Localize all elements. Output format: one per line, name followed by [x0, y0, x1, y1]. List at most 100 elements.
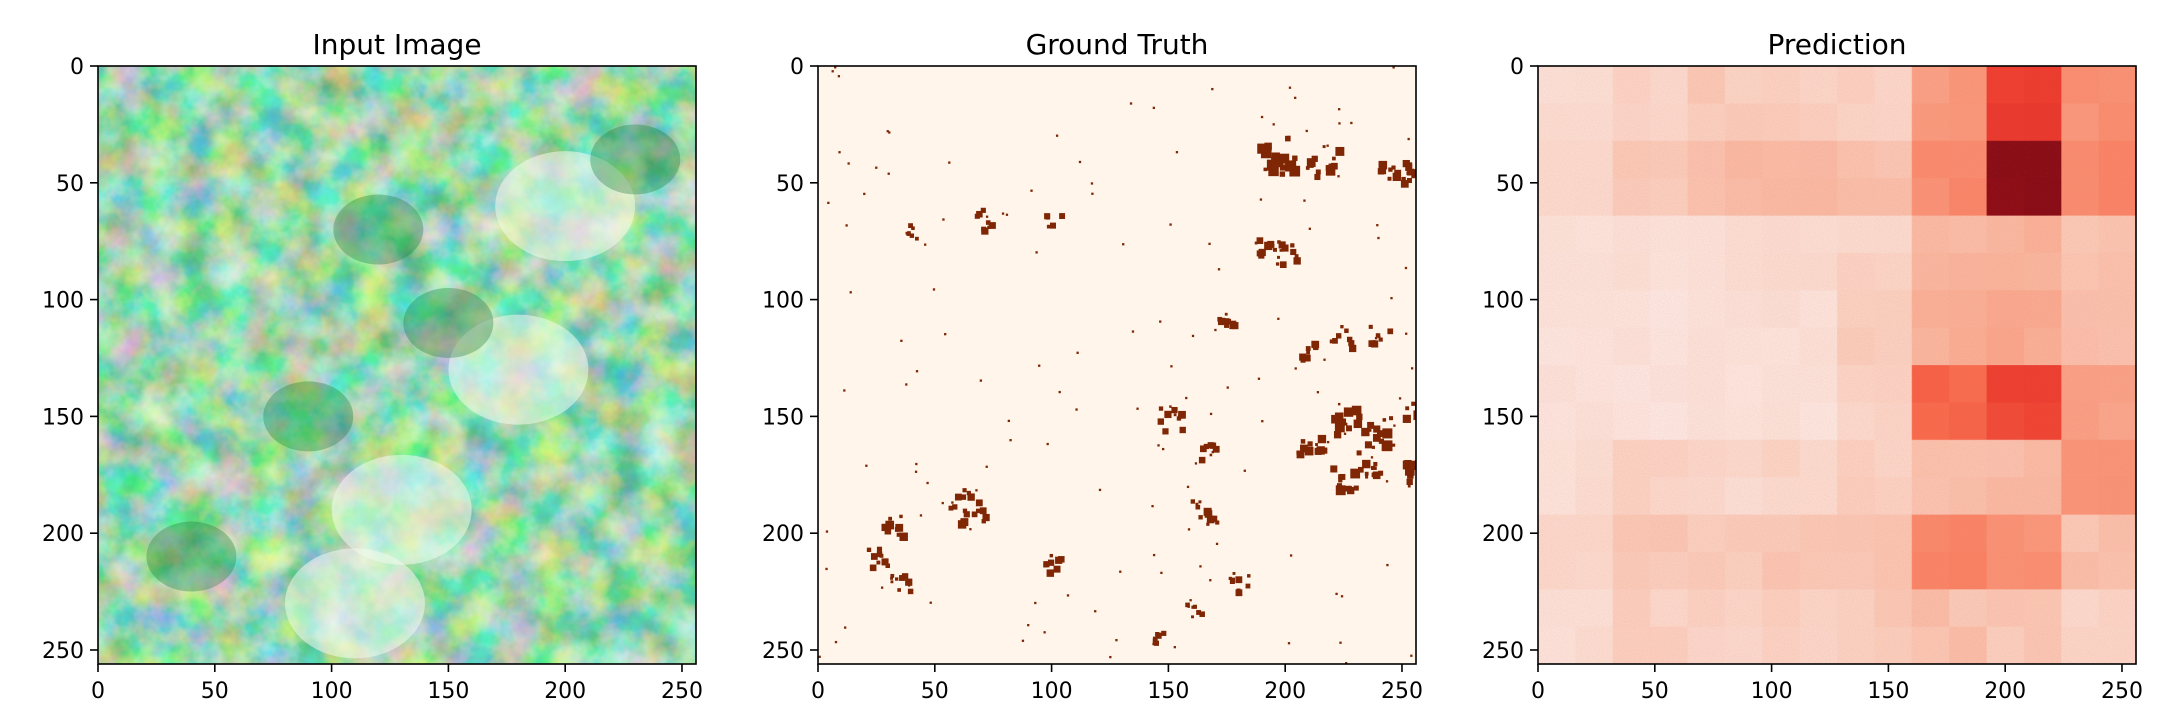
- burn-pixel: [1279, 171, 1286, 177]
- burn-pixel: [1368, 428, 1372, 432]
- burn-pixel: [1332, 337, 1338, 344]
- y-tick-label: 200: [762, 522, 804, 547]
- burn-pixel: [1277, 317, 1280, 320]
- burn-pixel: [1314, 173, 1321, 181]
- burn-pixel: [905, 383, 908, 386]
- x-tick-label: 100: [1031, 679, 1073, 704]
- burn-pixel: [962, 488, 967, 493]
- y-tick-label: 50: [1496, 172, 1524, 197]
- burn-pixel: [1046, 442, 1049, 446]
- burn-pixel: [1122, 243, 1125, 246]
- burn-pixel: [1376, 430, 1384, 437]
- burn-pixel: [985, 465, 988, 468]
- burn-pixel: [1370, 465, 1376, 470]
- burn-pixel: [1152, 553, 1156, 557]
- x-tick-label: 200: [1984, 679, 2026, 704]
- x-tick-label: 0: [91, 679, 105, 704]
- burn-pixel: [843, 389, 846, 392]
- burn-pixel: [1338, 108, 1341, 111]
- burn-pixel: [884, 527, 892, 535]
- burn-pixel: [1046, 225, 1051, 229]
- burn-pixel: [1296, 450, 1301, 455]
- burn-pixel: [1392, 172, 1401, 182]
- burn-pixel: [1206, 515, 1215, 524]
- burn-pixel: [1398, 397, 1402, 400]
- burn-pixel: [1418, 394, 1423, 399]
- burn-pixel: [1419, 401, 1422, 404]
- burn-pixel: [1195, 502, 1199, 506]
- burn-pixel: [1232, 571, 1236, 575]
- burn-pixel: [932, 288, 936, 291]
- burn-pixel: [1289, 554, 1293, 557]
- y-tick-label: 0: [70, 55, 84, 80]
- panel-1: Input Image 0 50 100 150 200 250 0 50 100 150 200 25…: [42, 28, 703, 704]
- burn-pixel: [1254, 241, 1258, 245]
- x-tick-label: 250: [2101, 679, 2143, 704]
- burn-pixel: [866, 547, 872, 553]
- burn-pixel: [1339, 641, 1342, 644]
- burn-pixel: [1208, 242, 1211, 246]
- burn-pixel: [1207, 442, 1214, 449]
- dark-region: [263, 381, 354, 452]
- burn-pixel: [975, 508, 981, 514]
- y-tick-label: 150: [1482, 405, 1524, 430]
- burn-pixel: [941, 501, 944, 505]
- burn-pixel: [1279, 261, 1287, 269]
- burn-pixel: [1343, 432, 1347, 435]
- burn-pixel: [1364, 471, 1369, 476]
- burn-pixel: [1287, 642, 1291, 645]
- burn-pixel: [1059, 213, 1066, 219]
- burn-pixel: [915, 462, 918, 466]
- burn-pixel: [1043, 561, 1050, 568]
- burn-pixel: [1279, 249, 1283, 252]
- burn-pixel: [929, 601, 932, 604]
- burn-pixel: [870, 553, 878, 560]
- burn-pixel: [1288, 86, 1292, 89]
- burn-pixel: [1157, 418, 1165, 425]
- burn-pixel: [1336, 483, 1342, 489]
- burn-pixel: [1256, 237, 1264, 244]
- burn-pixel: [1169, 223, 1172, 226]
- burn-pixel: [1152, 106, 1156, 110]
- burn-pixel: [1198, 456, 1206, 464]
- dark-region: [590, 124, 681, 195]
- burn-pixel: [1422, 412, 1429, 419]
- burn-pixel: [1200, 445, 1207, 453]
- burn-pixel: [971, 511, 978, 518]
- panel-2-frame: [817, 65, 1417, 665]
- burn-pixel: [1303, 354, 1311, 362]
- burn-pixel: [1404, 266, 1408, 270]
- burn-pixel: [888, 131, 891, 134]
- burn-pixel: [1382, 428, 1393, 439]
- burn-pixel: [1357, 466, 1364, 473]
- burn-pixel: [1307, 441, 1313, 447]
- burn-pixel: [1365, 475, 1369, 479]
- y-tick-label: 250: [1482, 639, 1524, 664]
- burn-pixel: [1195, 504, 1201, 510]
- panel-2: Ground Truth 0 50 100 150 200 250 0 50 100 150 200 2…: [762, 28, 1433, 704]
- burn-pixel: [1417, 398, 1425, 406]
- burn-pixel: [1404, 459, 1412, 468]
- burn-pixel: [1191, 615, 1194, 619]
- bright-region: [284, 548, 425, 659]
- burn-pixel: [869, 564, 877, 572]
- burn-pixel: [1353, 485, 1359, 491]
- burn-pixel: [1158, 406, 1164, 411]
- burn-pixel: [1293, 257, 1301, 265]
- burn-pixel: [942, 218, 945, 221]
- burn-pixel: [1339, 473, 1346, 480]
- burn-pixel: [975, 489, 978, 492]
- burn-pixel: [1217, 268, 1221, 271]
- burn-pixel: [881, 523, 889, 532]
- burn-pixel: [1212, 445, 1220, 453]
- burn-pixel: [1217, 316, 1223, 322]
- burn-pixel: [1378, 337, 1383, 342]
- burn-pixel: [1393, 424, 1396, 427]
- burn-pixel: [1170, 365, 1173, 368]
- burn-pixel: [1423, 485, 1433, 495]
- burn-pixel: [831, 70, 834, 73]
- burn-pixel: [1261, 420, 1264, 423]
- burn-pixel: [1290, 248, 1297, 256]
- y-tick-label: 0: [790, 55, 804, 80]
